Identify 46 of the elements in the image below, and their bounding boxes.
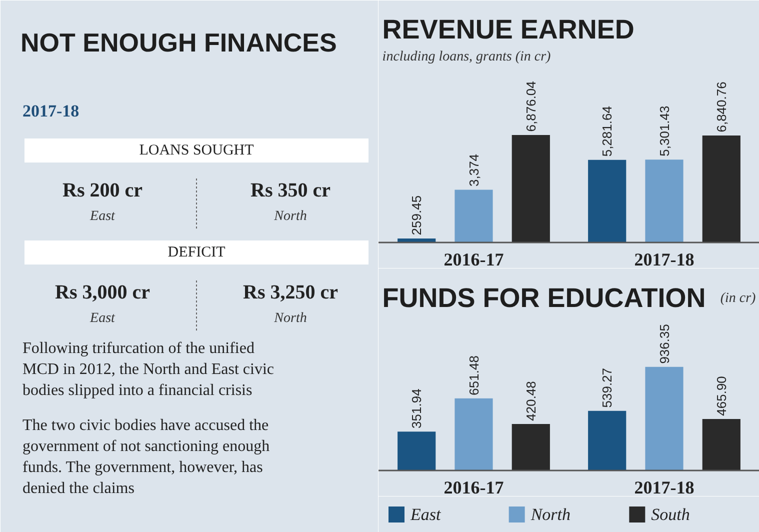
chart-subtitle: (in cr) <box>720 290 756 306</box>
text: Following trifurcation of the unified MCD in 2012, the North and East civic bodies slipped into a financial crisis <box>22 340 274 399</box>
bar <box>645 160 684 242</box>
bar <box>645 366 684 470</box>
text: 2017-18 <box>22 102 80 120</box>
text: The two civic bodies have accused the government of not sanctioning enough funds. The government, however, has denied the claims <box>22 417 270 497</box>
bar <box>512 134 550 242</box>
data-label: 6,840.76 <box>714 82 729 132</box>
text: East <box>89 209 116 224</box>
bar <box>454 190 493 242</box>
chart-title: REVENUE EARNED <box>382 14 634 45</box>
legend-label: South <box>651 505 690 524</box>
chart-title: FUNDS FOR EDUCATION <box>382 282 706 313</box>
text: East <box>89 311 116 326</box>
data-label: 420.48 <box>523 381 538 421</box>
text: Rs 200 cr <box>62 180 143 202</box>
legend-label: North <box>530 505 571 524</box>
text: North <box>273 209 307 224</box>
data-label: 351.94 <box>409 388 424 428</box>
bar <box>702 418 740 470</box>
bar <box>702 135 740 242</box>
data-label: 465.90 <box>714 376 729 416</box>
text: Rs 350 cr <box>250 180 331 202</box>
text: NOT ENOUGH FINANCES <box>20 28 337 58</box>
text: LOANS SOUGHT <box>139 142 254 158</box>
data-label: 6,876.04 <box>523 81 538 132</box>
data-label: 539.27 <box>600 368 615 408</box>
text: DEFICIT <box>168 244 226 260</box>
bar <box>588 410 626 470</box>
data-label: 936.35 <box>656 324 672 364</box>
legend-label: East <box>410 505 442 524</box>
data-label: 3,374 <box>466 154 482 186</box>
bar <box>512 424 550 470</box>
chart-subtitle: including loans, grants (in cr) <box>382 49 552 64</box>
x-tick-label: 2016-17 <box>444 250 504 270</box>
data-label: 5,301.43 <box>656 106 672 156</box>
bar <box>588 160 626 242</box>
text: North <box>273 311 307 326</box>
bar <box>454 398 493 470</box>
data-label: 259.45 <box>409 195 424 236</box>
data-label: 5,281.64 <box>600 106 615 157</box>
data-label: 651.48 <box>466 356 482 396</box>
text: Rs 3,000 cr <box>55 282 150 304</box>
bar <box>398 432 436 470</box>
x-tick-label: 2016-17 <box>444 478 504 498</box>
text: Rs 3,250 cr <box>243 282 338 304</box>
